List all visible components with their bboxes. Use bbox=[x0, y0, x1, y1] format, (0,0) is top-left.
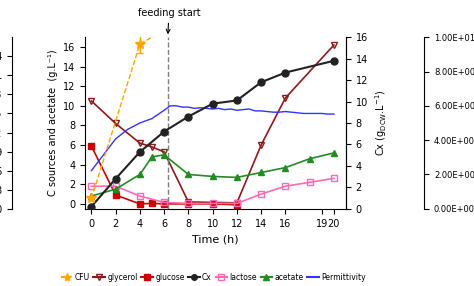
Text: feeding start: feeding start bbox=[137, 8, 201, 33]
X-axis label: Time (h): Time (h) bbox=[192, 234, 239, 244]
Y-axis label: C sources and acetate  (g.L⁻¹): C sources and acetate (g.L⁻¹) bbox=[48, 50, 58, 196]
Y-axis label: Cx (g$_{\rm DCW}$.L$^{-1}$): Cx (g$_{\rm DCW}$.L$^{-1}$) bbox=[374, 90, 390, 156]
Legend: CFU, glycerol, glucose, Cx, lactose, acetate, Permittivity: CFU, glycerol, glucose, Cx, lactose, ace… bbox=[58, 270, 369, 285]
